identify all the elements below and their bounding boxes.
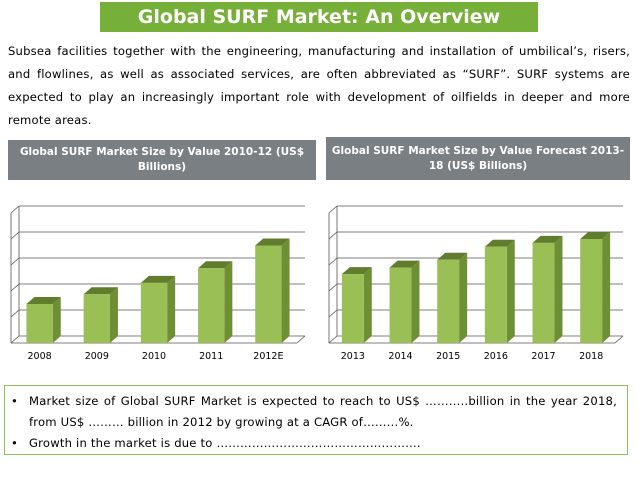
x-tick-label: 2015 (436, 351, 460, 362)
bar-2014-top (389, 260, 420, 268)
x-tick-label: 2012E (253, 351, 283, 362)
bar-2013-side (363, 267, 372, 343)
summary-bullet-2: • Growth in the market is due to …………………… (11, 433, 617, 454)
bar-2009-top (83, 287, 118, 295)
x-tick-label: 2013 (341, 351, 365, 362)
bullet-text: Growth in the market is due to ………………………… (29, 436, 421, 450)
bullet-marker: • (11, 436, 18, 450)
gridline-depth (10, 257, 20, 266)
bar-2016 (484, 246, 507, 343)
bar-2017 (532, 242, 555, 343)
bar-2018 (580, 239, 603, 343)
bar-2011 (198, 268, 225, 343)
bar-2014-side (411, 260, 420, 343)
floor-right (614, 335, 624, 344)
bar-2010 (140, 282, 168, 343)
bar-2018-top (580, 232, 611, 239)
gridline-depth (10, 231, 20, 240)
bar-2015-side (459, 252, 468, 343)
bar-2010-top (140, 275, 176, 283)
chart-2-title: Global SURF Market Size by Value Forecas… (326, 137, 630, 180)
x-tick-label: 2017 (531, 351, 555, 362)
bar-2009-side (109, 287, 118, 343)
x-tick-label: 2008 (28, 351, 52, 362)
bar-2014 (389, 267, 412, 343)
x-tick-label: 2014 (388, 351, 412, 362)
chart-2-forecast-2013-2018: 2013 2014 2015 2016 2017 2018 (328, 205, 624, 362)
intro-paragraph: Subsea facilities together with the engi… (8, 44, 630, 127)
bar-2016-top (484, 239, 515, 247)
bar-2012E (255, 245, 282, 343)
chart-1-title: Global SURF Market Size by Value 2010-12… (8, 140, 316, 180)
bar-2016-side (506, 239, 515, 343)
bullet-marker: • (11, 394, 18, 408)
bullet-text: Market size of Global SURF Market is exp… (29, 394, 617, 429)
page-title: Global SURF Market: An Overview (100, 2, 538, 32)
bar-2011-side (224, 261, 233, 343)
bar-2009 (83, 294, 110, 343)
bar-2017-top (532, 235, 563, 243)
gridline-depth (328, 231, 338, 240)
bar-2011-top (198, 261, 233, 269)
summary-box: • Market size of Global SURF Market is e… (4, 385, 628, 455)
gridline-depth (328, 205, 338, 214)
bar-2015-top (437, 252, 468, 260)
bar-2008-side (52, 297, 61, 343)
gridline-depth (10, 283, 20, 292)
gridline-depth (328, 283, 338, 292)
bar-2008-top (26, 297, 61, 304)
x-tick-label: 2011 (199, 351, 223, 362)
bar-2017-side (554, 235, 563, 343)
bar-2012E-side (281, 238, 290, 343)
bar-2013-top (341, 267, 372, 275)
gridline-depth (10, 205, 20, 214)
x-tick-label: 2010 (142, 351, 166, 362)
summary-bullet-1: • Market size of Global SURF Market is e… (11, 391, 617, 433)
x-tick-label: 2018 (579, 351, 603, 362)
gridline-depth (328, 335, 338, 344)
bar-2010-side (167, 275, 176, 343)
bar-2018-side (602, 232, 611, 343)
x-tick-label: 2016 (484, 351, 508, 362)
chart-1-revenue-2008-2012: 2008 2009 2010 2011 2012E (10, 205, 306, 362)
bar-2008 (26, 304, 53, 343)
gridline-depth (10, 335, 20, 344)
bar-2013 (341, 274, 364, 343)
gridline-depth (10, 309, 20, 318)
bar-2015 (437, 259, 460, 343)
bar-2012E-top (255, 238, 290, 246)
gridline-depth (328, 257, 338, 266)
x-tick-label: 2009 (85, 351, 109, 362)
floor-right (296, 335, 306, 344)
gridline-depth (328, 309, 338, 318)
